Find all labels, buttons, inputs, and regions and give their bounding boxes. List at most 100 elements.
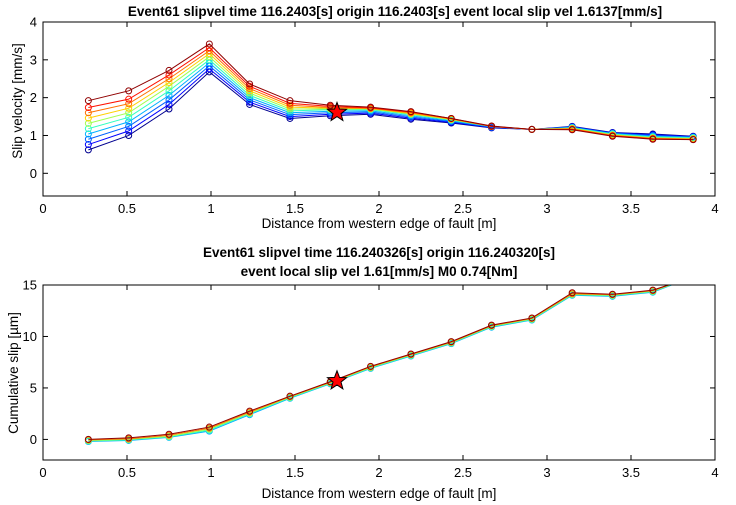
x-tick-label: 0 xyxy=(39,465,46,480)
y-tick-label: 0 xyxy=(30,432,37,447)
data-point xyxy=(246,89,254,97)
star-layer xyxy=(326,100,348,122)
data-point xyxy=(246,85,254,93)
data-point xyxy=(84,97,92,105)
data-point xyxy=(125,95,133,103)
series-line-5 xyxy=(88,56,694,139)
data-point xyxy=(165,100,173,108)
data-point xyxy=(84,435,92,443)
data-point xyxy=(125,131,133,139)
x-tick-label: 2.5 xyxy=(454,201,472,216)
data-point xyxy=(488,122,496,130)
data-point xyxy=(407,108,415,116)
star-layer xyxy=(326,369,348,390)
series-line-4 xyxy=(88,285,670,440)
data-point xyxy=(286,392,294,400)
y-tick-label: 2 xyxy=(30,90,37,105)
data-point xyxy=(246,80,254,88)
data-point xyxy=(528,314,536,322)
x-tick-label: 2 xyxy=(375,465,382,480)
data-point xyxy=(84,109,92,117)
data-point xyxy=(447,114,455,122)
data-point xyxy=(246,407,254,415)
data-point xyxy=(407,350,415,358)
data-point xyxy=(84,125,92,133)
data-point xyxy=(246,87,254,95)
y-tick-label: 5 xyxy=(30,380,37,395)
data-point xyxy=(125,434,133,442)
y-axis-label: Cumulative slip [µm] xyxy=(6,312,21,434)
data-point xyxy=(84,135,92,143)
x-tick-label: 2.5 xyxy=(454,465,472,480)
x-tick-label: 3.5 xyxy=(622,465,640,480)
data-point xyxy=(165,91,173,99)
series-line-2 xyxy=(88,65,694,140)
axes-frame xyxy=(42,21,716,197)
data-point xyxy=(246,96,254,104)
data-point xyxy=(165,71,173,79)
star-marker xyxy=(326,100,348,122)
data-point xyxy=(649,135,657,143)
data-point xyxy=(246,94,254,102)
data-point xyxy=(165,87,173,95)
data-point xyxy=(84,114,92,122)
x-tick-label: 3 xyxy=(543,201,550,216)
slip-velocity-chart: Event61 slipvel time 116.2403[s] origin … xyxy=(10,4,719,231)
series-line-9 xyxy=(88,43,694,141)
data-point xyxy=(690,274,696,280)
data-point xyxy=(125,122,133,130)
star-marker xyxy=(326,369,348,390)
series-line-1 xyxy=(88,285,673,442)
y-axis-label: Slip velocity [mm/s] xyxy=(10,43,25,159)
series-line-8 xyxy=(88,47,694,141)
x-tick-label: 1.5 xyxy=(286,201,304,216)
data-point xyxy=(528,125,536,133)
data-point xyxy=(205,40,213,48)
data-point xyxy=(125,109,133,117)
chart-subtitle: event local slip vel 1.61[mm/s] M0 0.74[… xyxy=(241,264,518,279)
data-point xyxy=(165,96,173,104)
data-point xyxy=(690,274,696,280)
x-tick-label: 0.5 xyxy=(118,201,136,216)
data-point xyxy=(125,127,133,135)
data-point xyxy=(84,103,92,111)
data-point xyxy=(326,101,334,109)
data-point xyxy=(568,289,576,297)
cumulative-slip-chart: Event61 slipvel time 116.240326[s] origi… xyxy=(6,245,719,501)
data-point xyxy=(125,104,133,112)
data-point xyxy=(125,100,133,108)
x-tick-label: 0 xyxy=(39,201,46,216)
x-axis-label: Distance from western edge of fault [m] xyxy=(262,486,497,501)
x-tick-label: 1.5 xyxy=(286,465,304,480)
data-point xyxy=(246,91,254,99)
data-point xyxy=(84,141,92,149)
data-point xyxy=(246,98,254,106)
y-tick-label: 10 xyxy=(23,329,37,344)
data-point xyxy=(286,101,294,109)
data-point xyxy=(690,274,696,280)
data-point xyxy=(568,126,576,134)
data-point xyxy=(165,105,173,113)
x-tick-label: 3.5 xyxy=(622,201,640,216)
y-tick-label: 15 xyxy=(23,278,37,293)
data-point xyxy=(690,274,696,280)
data-point xyxy=(447,338,455,346)
series-line-3 xyxy=(88,285,671,441)
tick-layer: 0 0.5 1 1.5 2 2.5 3 3.5 4 0 5 10 15 xyxy=(23,278,719,481)
x-tick-label: 4 xyxy=(711,465,718,480)
data-point xyxy=(165,75,173,83)
data-point xyxy=(205,423,213,431)
x-tick-label: 1 xyxy=(207,201,214,216)
x-tick-label: 0.5 xyxy=(118,465,136,480)
data-point xyxy=(205,44,213,52)
data-point xyxy=(246,82,254,90)
data-point xyxy=(165,430,173,438)
data-point xyxy=(84,130,92,138)
data-point xyxy=(609,290,617,298)
chart-title: Event61 slipvel time 116.2403[s] origin … xyxy=(128,4,662,19)
data-point xyxy=(609,132,617,140)
tick-layer: 0 0.5 1 1.5 2 2.5 3 3.5 4 0 1 2 3 4 xyxy=(30,15,719,217)
series-layer xyxy=(84,274,696,445)
y-tick-label: 4 xyxy=(30,15,37,30)
x-tick-label: 2 xyxy=(375,201,382,216)
